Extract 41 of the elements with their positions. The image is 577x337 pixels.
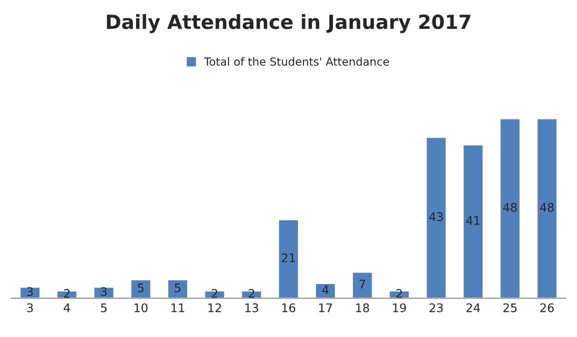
x-tick-label: 19 (393, 303, 406, 312)
data-label: 2 (396, 288, 402, 298)
data-label: 4 (322, 285, 329, 294)
x-tick-label: 12 (208, 303, 221, 312)
bar (278, 218, 300, 298)
data-label: 2 (64, 288, 70, 298)
data-label: 3 (27, 287, 33, 296)
bar (352, 271, 374, 298)
x-tick-label: 16 (282, 303, 296, 312)
data-label: 41 (466, 216, 480, 225)
legend-label: Total of the Students' Attendance (204, 57, 389, 66)
x-tick-label: 10 (134, 303, 148, 312)
data-label: 2 (248, 288, 254, 298)
x-tick-label: 11 (172, 303, 184, 312)
x-tick-label: 3 (27, 303, 33, 312)
x-tick-label: 17 (319, 303, 332, 312)
x-tick-label: 4 (64, 303, 70, 312)
x-tick-label: 25 (503, 303, 517, 312)
data-label: 43 (429, 212, 443, 222)
x-tick-label: 24 (466, 303, 480, 312)
x-tick-label: 23 (430, 303, 443, 312)
x-tick-label: 26 (540, 303, 554, 312)
bar (314, 282, 336, 298)
data-label: 21 (282, 253, 295, 262)
x-tick-label: 13 (245, 303, 258, 312)
bar (462, 144, 484, 298)
bar (536, 118, 558, 298)
data-label: 7 (360, 280, 366, 288)
data-label: 5 (174, 284, 180, 292)
x-tick-label: 5 (101, 303, 107, 312)
chart-title: Daily Attendance in January 2017 (106, 14, 470, 34)
data-label: 3 (101, 287, 107, 296)
bar (166, 278, 189, 298)
bar (425, 136, 448, 298)
bar (499, 118, 521, 298)
data-label: 2 (212, 288, 218, 298)
data-label: 5 (138, 284, 144, 292)
bar (130, 278, 152, 298)
x-tick-label: 18 (356, 303, 370, 312)
data-label: 48 (540, 202, 554, 212)
data-label: 48 (503, 202, 517, 212)
